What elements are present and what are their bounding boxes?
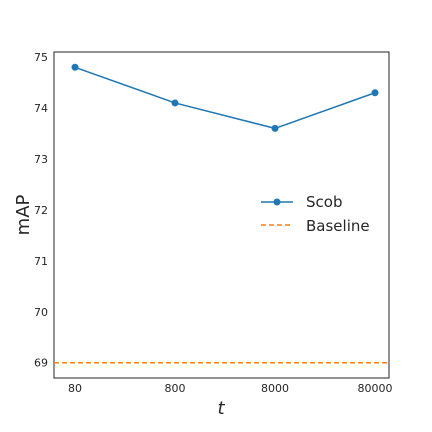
legend-scob-label: Scob <box>306 193 342 211</box>
legend-scob-marker <box>273 198 281 206</box>
x-axis-label: t <box>217 398 225 419</box>
scob-series-line <box>74 66 376 130</box>
scob-series-points <box>71 63 379 132</box>
y-tick-label: 70 <box>34 306 48 319</box>
scob-data-point <box>171 99 179 107</box>
y-tick-label: 73 <box>34 153 48 166</box>
y-tick-label: 75 <box>34 51 48 64</box>
x-tick-label: 80000 <box>358 382 393 395</box>
legend: Scob Baseline <box>261 193 370 235</box>
scob-data-point <box>371 89 379 97</box>
y-axis-label: mAP <box>13 195 34 236</box>
scob-data-point <box>71 63 79 71</box>
plot-area <box>53 51 390 379</box>
x-tick-label: 800 <box>165 382 186 395</box>
y-tick-label: 71 <box>34 255 48 268</box>
y-tick-label: 69 <box>34 357 48 370</box>
scob-data-point <box>271 124 279 132</box>
x-tick-label: 80 <box>68 382 82 395</box>
legend-baseline-label: Baseline <box>306 217 370 235</box>
y-tick-label: 72 <box>34 204 48 217</box>
y-ticks: 69 70 71 72 73 74 75 <box>34 51 48 370</box>
x-tick-label: 8000 <box>261 382 289 395</box>
y-tick-label: 74 <box>34 102 48 115</box>
x-ticks: 80 800 8000 80000 <box>68 382 393 395</box>
